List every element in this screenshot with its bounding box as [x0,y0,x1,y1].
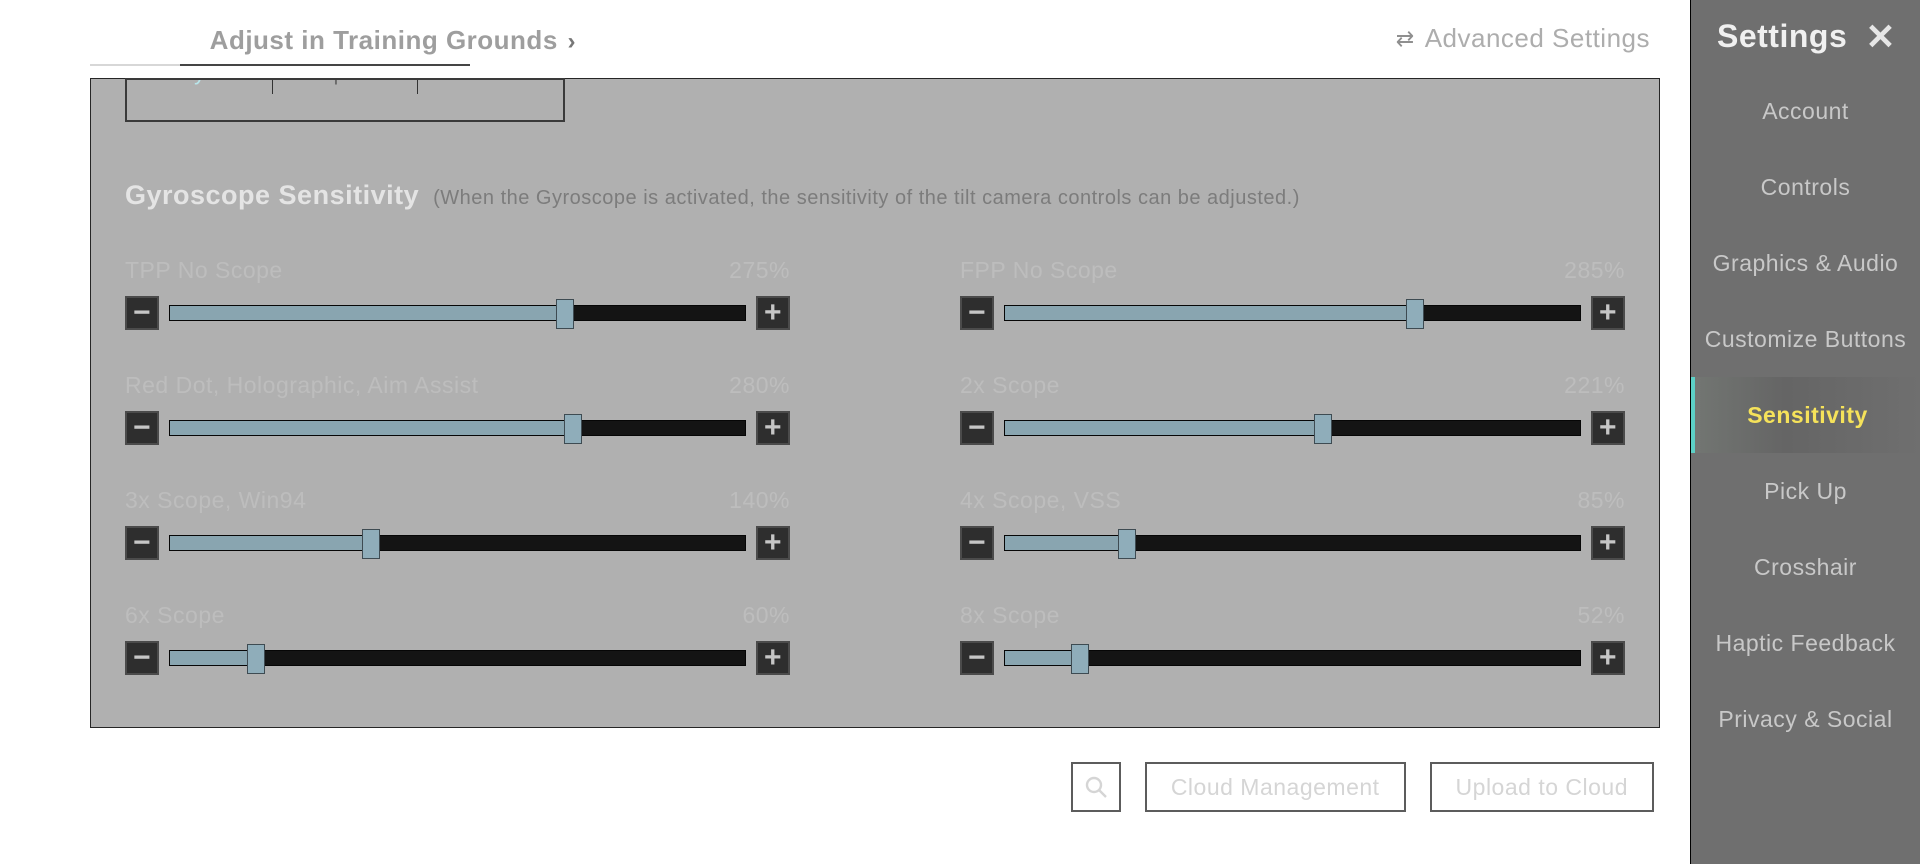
slider-thumb[interactable] [564,414,582,444]
increment-button[interactable]: + [1591,526,1625,560]
sidebar-item-account[interactable]: Account [1691,73,1920,149]
sidebar-item-pickup[interactable]: Pick Up [1691,453,1920,529]
tab-overall[interactable]: Overall [90,25,182,56]
slider-fill [1005,306,1415,320]
slider-thumb[interactable] [1118,529,1136,559]
increment-button[interactable]: + [1591,641,1625,675]
slider-label: 8x Scope [960,602,1060,629]
decrement-button[interactable]: − [960,641,994,675]
slider-track[interactable] [1004,420,1581,436]
slider-fill [170,536,371,550]
sidebar-item-sensitivity[interactable]: Sensitivity [1691,377,1920,453]
seg-scope-on[interactable]: Scope On [273,78,419,94]
slider-value: 140% [729,487,790,514]
sidebar-item-crosshair[interactable]: Crosshair [1691,529,1920,605]
sensitivity-panel: Always On Scope On Off Gyroscope Sensiti… [90,78,1660,728]
chevron-right-icon: › [568,28,577,55]
decrement-button[interactable]: − [125,641,159,675]
top-tab-underline [90,64,470,66]
decrement-button[interactable]: − [125,296,159,330]
slider-track[interactable] [1004,305,1581,321]
sidebar-item-graphics[interactable]: Graphics & Audio [1691,225,1920,301]
slider-thumb[interactable] [1314,414,1332,444]
slider-label: Red Dot, Holographic, Aim Assist [125,372,478,399]
swap-icon: ⇄ [1396,26,1415,52]
slider-value: 85% [1577,487,1625,514]
increment-button[interactable]: + [756,641,790,675]
slider-fill [170,651,256,665]
slider-fpp-no-scope: FPP No Scope 285% − + [960,239,1625,354]
slider-thumb[interactable] [247,644,265,674]
slider-track[interactable] [1004,535,1581,551]
top-bar: Overall Adjust in Training Grounds › ⇄ A… [90,0,1660,66]
increment-button[interactable]: + [1591,296,1625,330]
upload-to-cloud-button[interactable]: Upload to Cloud [1430,762,1654,812]
slider-8x-scope: 8x Scope 52% − + [960,584,1625,699]
sidebar-item-haptic[interactable]: Haptic Feedback [1691,605,1920,681]
cloud-management-button[interactable]: Cloud Management [1145,762,1406,812]
slider-fill [1005,421,1323,435]
sidebar-item-controls[interactable]: Controls [1691,149,1920,225]
search-icon [1084,775,1108,799]
slider-label: 4x Scope, VSS [960,487,1121,514]
slider-red-dot: Red Dot, Holographic, Aim Assist 280% − … [125,354,790,469]
slider-fill [1005,651,1080,665]
slider-4x-scope: 4x Scope, VSS 85% − + [960,469,1625,584]
decrement-button[interactable]: − [960,526,994,560]
search-button[interactable] [1071,762,1121,812]
slider-label: 6x Scope [125,602,225,629]
slider-tpp-no-scope: TPP No Scope 275% − + [125,239,790,354]
sidebar-item-customize[interactable]: Customize Buttons [1691,301,1920,377]
sidebar-item-privacy[interactable]: Privacy & Social [1691,681,1920,757]
slider-label: 3x Scope, Win94 [125,487,306,514]
slider-label: FPP No Scope [960,257,1118,284]
footer-actions: Cloud Management Upload to Cloud [90,762,1660,812]
decrement-button[interactable]: − [125,526,159,560]
slider-thumb[interactable] [1071,644,1089,674]
increment-button[interactable]: + [756,411,790,445]
slider-fill [1005,536,1127,550]
tab-training-grounds[interactable]: Adjust in Training Grounds › [210,25,576,56]
slider-value: 221% [1564,372,1625,399]
decrement-button[interactable]: − [960,296,994,330]
slider-grid: TPP No Scope 275% − + [125,239,1625,699]
increment-button[interactable]: + [756,296,790,330]
section-title: Gyroscope Sensitivity [125,180,419,211]
seg-off[interactable]: Off [418,78,563,94]
slider-value: 280% [729,372,790,399]
slider-value: 275% [729,257,790,284]
slider-fill [170,306,565,320]
advanced-settings-label: Advanced Settings [1425,23,1650,54]
slider-fill [170,421,573,435]
slider-thumb[interactable] [1406,299,1424,329]
slider-track[interactable] [169,535,746,551]
slider-thumb[interactable] [556,299,574,329]
sidebar-title: Settings [1717,18,1847,55]
slider-track[interactable] [1004,650,1581,666]
slider-label: TPP No Scope [125,257,283,284]
decrement-button[interactable]: − [125,411,159,445]
slider-value: 285% [1564,257,1625,284]
settings-sidebar: Settings ✕ Account Controls Graphics & A… [1690,0,1920,864]
slider-track[interactable] [169,650,746,666]
advanced-settings-button[interactable]: ⇄ Advanced Settings [1396,23,1650,54]
slider-3x-scope: 3x Scope, Win94 140% − + [125,469,790,584]
slider-track[interactable] [169,420,746,436]
slider-label: 2x Scope [960,372,1060,399]
decrement-button[interactable]: − [960,411,994,445]
section-description: (When the Gyroscope is activated, the se… [433,187,1300,210]
slider-6x-scope: 6x Scope 60% − + [125,584,790,699]
tab-training-grounds-label: Adjust in Training Grounds [210,25,558,55]
slider-value: 52% [1577,602,1625,629]
slider-track[interactable] [169,305,746,321]
slider-2x-scope: 2x Scope 221% − + [960,354,1625,469]
slider-value: 60% [742,602,790,629]
slider-thumb[interactable] [362,529,380,559]
increment-button[interactable]: + [1591,411,1625,445]
seg-always-on[interactable]: Always On [127,78,273,94]
gyroscope-mode-segmented[interactable]: Always On Scope On Off [125,78,565,122]
close-icon[interactable]: ✕ [1865,19,1896,55]
increment-button[interactable]: + [756,526,790,560]
